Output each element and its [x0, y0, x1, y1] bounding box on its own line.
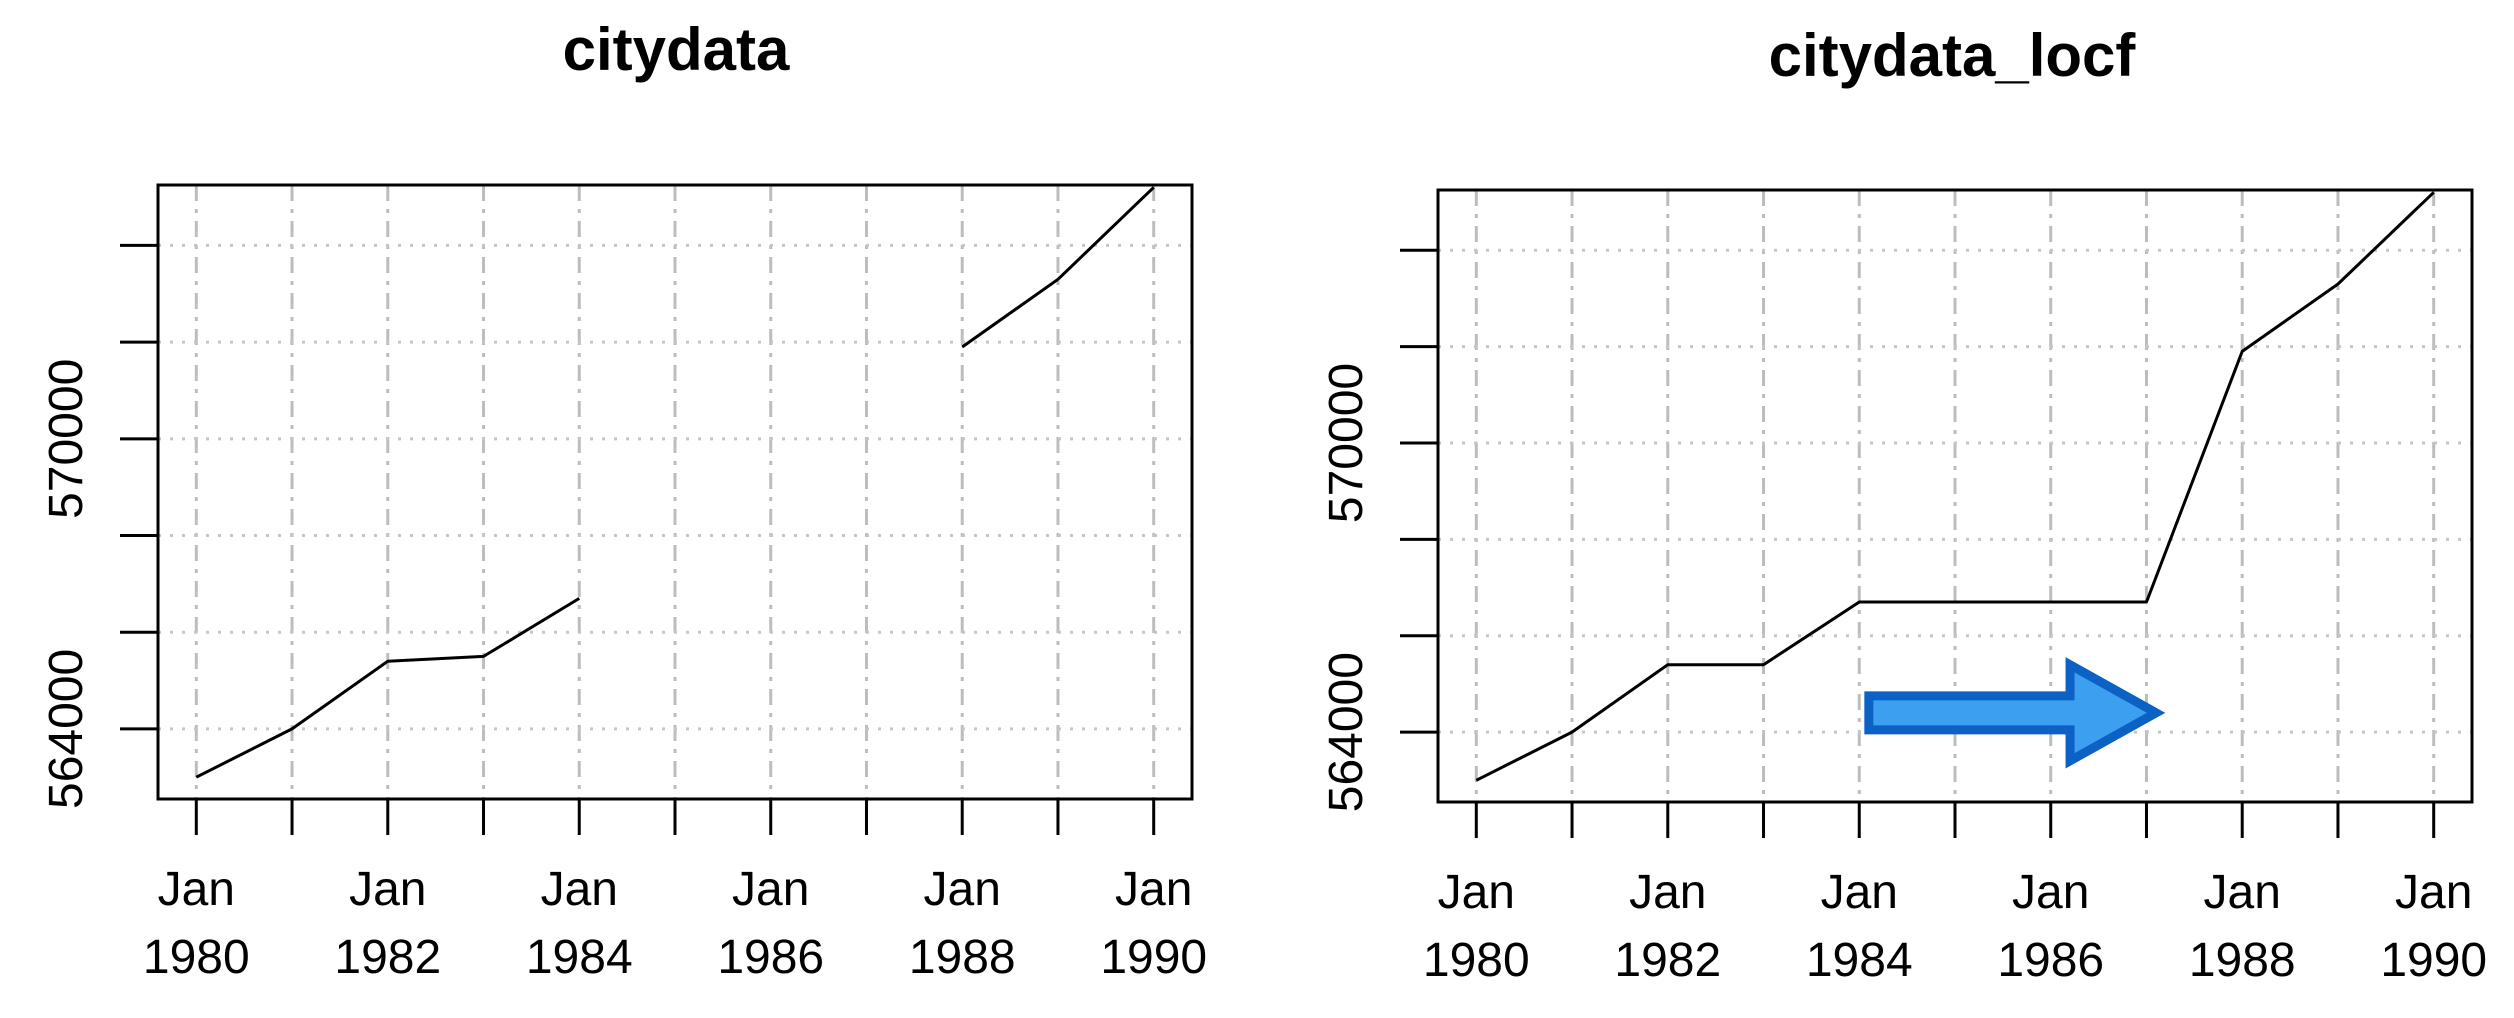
- x-tick-label: Jan 1982: [1614, 866, 1721, 987]
- x-tick-label: Jan 1988: [909, 863, 1016, 984]
- x-tick-label: Jan 1980: [1423, 866, 1530, 987]
- plot-frame: [156, 183, 1194, 801]
- x-tick-label: Jan 1990: [2380, 866, 2487, 987]
- y-tick-label: 570000: [40, 359, 93, 519]
- y-tick-label: 564000: [1320, 652, 1373, 812]
- series-lines: [1475, 191, 2435, 782]
- x-tick-label: Jan 1982: [334, 863, 441, 984]
- x-tick-label: Jan 1990: [1100, 863, 1207, 984]
- chart-title: citydata_locf: [1769, 22, 2137, 89]
- series-line: [1475, 191, 2435, 782]
- y-tick-label: 564000: [40, 649, 93, 809]
- axes: Jan 1980 Jan 1982 Jan 1984 Jan 1986 Jan 1988 Jan 19…: [1320, 248, 2487, 987]
- x-tick-label: Jan 1984: [526, 863, 633, 984]
- x-tick-label: Jan 1986: [717, 863, 824, 984]
- chart-title: citydata: [563, 16, 790, 83]
- series-lines: [195, 186, 1155, 779]
- axes: Jan 1980 Jan 1982 Jan 1984 Jan 1986 Jan 1988 Jan 19…: [40, 243, 1207, 984]
- x-tick-label: Jan 1988: [2189, 866, 2296, 987]
- right-arrow-icon: [1864, 657, 2166, 769]
- x-tick-label: Jan 1980: [143, 863, 250, 984]
- series-line: [195, 597, 581, 779]
- annotations: [1864, 657, 2166, 769]
- gridlines: [158, 185, 1192, 799]
- y-tick-label: 570000: [1320, 363, 1373, 523]
- x-tick-label: Jan 1986: [1997, 866, 2104, 987]
- x-tick-label: Jan 1984: [1806, 866, 1913, 987]
- series-line: [961, 186, 1155, 349]
